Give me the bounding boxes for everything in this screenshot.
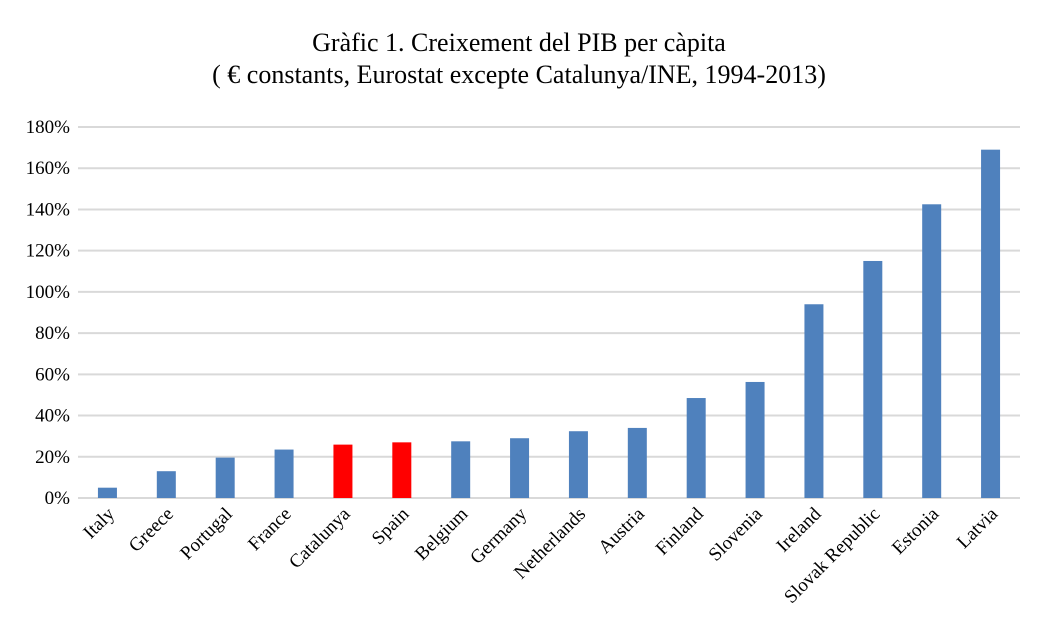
y-tick-label: 40% (35, 406, 70, 427)
bar-latvia (981, 149, 1001, 498)
chart-title: Gràfic 1. Creixement del PIB per càpita (312, 28, 726, 57)
chart-subtitle: ( € constants, Eurostat excepte Cataluny… (212, 60, 826, 89)
y-tick-label: 0% (45, 488, 71, 509)
x-tick-label: Finland (652, 503, 708, 559)
x-tick-label: Ireland (773, 503, 826, 556)
bar-italy (97, 487, 117, 498)
bar-slovak-republic (863, 260, 883, 498)
x-tick-label: Austria (594, 503, 649, 558)
bar-portugal (215, 457, 235, 498)
bar-austria (627, 427, 647, 498)
y-tick-label: 180% (26, 117, 71, 138)
y-tick-label: 80% (35, 323, 70, 344)
x-tick-label: Portugal (176, 504, 236, 564)
y-tick-label: 160% (26, 158, 71, 179)
bar-spain (392, 442, 412, 498)
y-tick-label: 100% (26, 282, 71, 303)
bar-france (274, 449, 294, 498)
x-tick-label: Italy (79, 503, 119, 543)
x-tick-label: Greece (125, 504, 178, 557)
x-tick-label: Estonia (888, 503, 944, 559)
bar-belgium (451, 441, 471, 498)
bar-netherlands (568, 431, 588, 498)
y-tick-label: 20% (35, 447, 70, 468)
y-tick-label: 120% (26, 241, 71, 262)
bar-greece (156, 471, 176, 498)
x-tick-label: France (244, 504, 295, 555)
x-tick-label: Belgium (411, 504, 472, 565)
bar-germany (510, 438, 530, 498)
x-tick-label: Latvia (953, 503, 1003, 553)
bar-ireland (804, 304, 824, 498)
y-tick-label: 140% (26, 199, 71, 220)
y-tick-label: 60% (35, 364, 70, 385)
bar-estonia (922, 204, 942, 498)
x-tick-label: Catalunya (285, 503, 355, 573)
x-tick-label: Slovenia (705, 503, 767, 565)
x-tick-label: Spain (368, 503, 414, 549)
bar-slovenia (745, 381, 765, 498)
bar-finland (686, 398, 706, 498)
bar-catalunya (333, 444, 353, 498)
